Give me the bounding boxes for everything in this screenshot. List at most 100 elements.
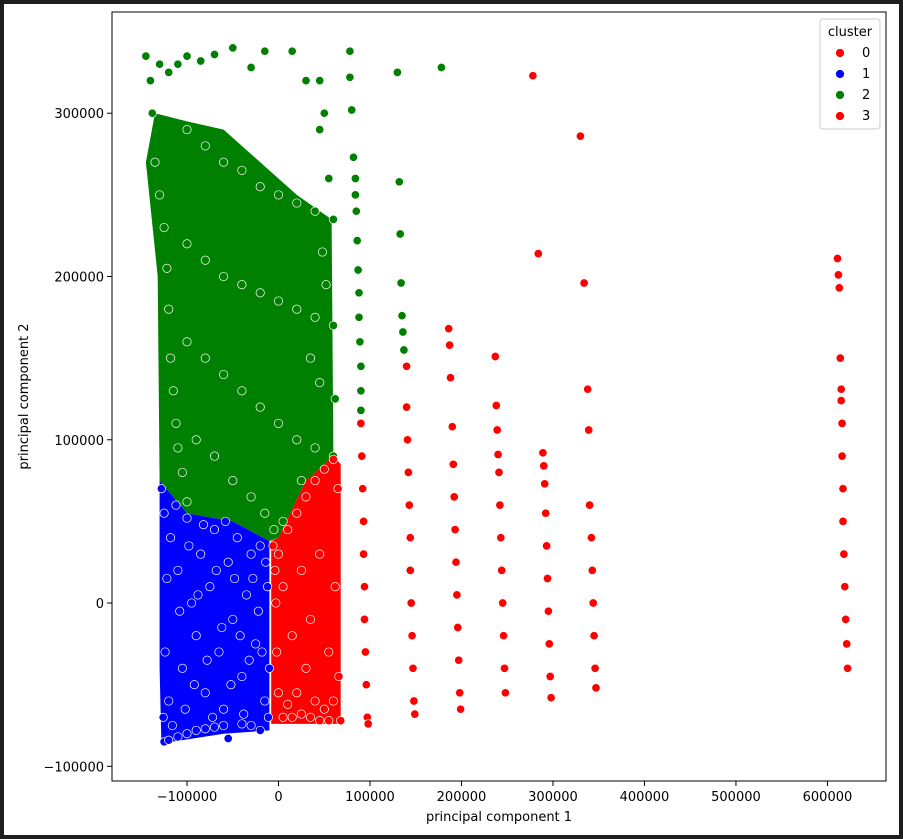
x-axis: −100000 0 100000 200000 300000 400000 500000 60…	[157, 781, 852, 805]
point-cluster-3	[499, 631, 509, 641]
point-cluster-3	[539, 461, 549, 471]
point-cluster-2	[399, 345, 409, 355]
point-cluster-1	[209, 525, 220, 535]
point-cluster-2	[255, 402, 265, 412]
point-cluster-3	[490, 351, 500, 362]
point-cluster-3	[497, 565, 507, 575]
point-cluster-3	[287, 631, 297, 641]
point-cluster-3	[405, 533, 415, 543]
point-cluster-2	[209, 49, 220, 60]
point-cluster-3	[292, 688, 302, 698]
point-cluster-2	[182, 125, 192, 135]
x-tick-label: 500000	[711, 790, 761, 805]
point-cluster-3	[358, 484, 368, 494]
point-cluster-3	[410, 709, 420, 719]
point-cluster-3	[491, 400, 501, 411]
point-cluster-3	[500, 688, 510, 698]
x-tick-label: 100000	[345, 790, 395, 805]
point-cluster-3	[841, 614, 851, 624]
point-cluster-1	[223, 557, 233, 567]
point-cluster-3	[272, 647, 282, 657]
point-cluster-1	[239, 709, 249, 719]
point-cluster-2	[273, 296, 284, 306]
point-cluster-3	[589, 631, 599, 641]
point-cluster-3	[359, 549, 369, 559]
point-cluster-3	[357, 451, 367, 461]
point-cluster-2	[177, 467, 187, 477]
point-cluster-1	[177, 663, 187, 673]
point-cluster-2	[219, 157, 229, 167]
point-cluster-2	[296, 476, 306, 486]
point-cluster-3	[499, 663, 510, 673]
point-cluster-2	[348, 152, 359, 162]
point-cluster-1	[211, 565, 221, 575]
point-cluster-3	[310, 696, 320, 706]
point-cluster-2	[150, 157, 160, 167]
point-cluster-2	[315, 76, 325, 86]
point-cluster-2	[182, 497, 192, 507]
point-cluster-3	[835, 353, 845, 363]
point-cluster-1	[208, 712, 218, 722]
point-cluster-2	[200, 353, 210, 363]
point-cluster-1	[160, 647, 170, 657]
point-cluster-2	[354, 288, 364, 298]
point-cluster-3	[542, 541, 552, 551]
point-cluster-1	[217, 622, 227, 633]
point-cluster-2	[356, 386, 366, 396]
legend-label-3: 3	[862, 109, 870, 124]
point-cluster-3	[579, 278, 589, 288]
point-cluster-1	[182, 513, 192, 523]
point-cluster-1	[175, 606, 185, 616]
point-cluster-3	[838, 516, 848, 526]
point-cluster-1	[182, 729, 192, 739]
legend-label-0: 0	[862, 46, 870, 61]
point-cluster-1	[219, 704, 229, 714]
point-cluster-2	[345, 72, 355, 82]
point-cluster-2	[182, 337, 192, 347]
legend: cluster 0 1 2 3	[819, 18, 881, 130]
point-cluster-3	[452, 590, 462, 600]
points-layer	[141, 43, 853, 747]
y-axis: −100000 0 100000 200000 300000	[43, 107, 112, 775]
point-cluster-1	[198, 520, 209, 530]
point-cluster-1	[261, 557, 271, 567]
point-cluster-3	[541, 508, 551, 518]
point-cluster-3	[832, 253, 843, 264]
figure: −100000 0 100000 200000 300000 400000 500000 60…	[4, 4, 899, 835]
point-cluster-1	[205, 582, 215, 592]
point-cluster-2	[228, 476, 238, 486]
point-cluster-2	[436, 62, 446, 73]
point-cluster-3	[839, 549, 849, 559]
point-cluster-2	[200, 255, 210, 265]
point-cluster-3	[538, 448, 548, 458]
point-cluster-1	[260, 696, 270, 706]
point-cluster-2	[237, 386, 247, 396]
point-cluster-1	[184, 541, 194, 551]
point-cluster-1	[241, 590, 252, 600]
point-cluster-3	[838, 484, 848, 494]
point-cluster-3	[455, 688, 465, 698]
cluster-3-region	[271, 456, 341, 724]
point-cluster-1	[230, 573, 240, 584]
point-cluster-3	[283, 525, 293, 535]
point-cluster-3	[494, 467, 504, 477]
point-cluster-2	[321, 280, 331, 290]
point-cluster-2	[273, 418, 284, 428]
point-cluster-3	[296, 709, 306, 719]
legend-marker-0	[835, 48, 845, 58]
point-cluster-1	[196, 549, 206, 559]
point-cluster-3	[495, 500, 505, 510]
point-cluster-3	[445, 373, 456, 383]
point-cluster-2	[173, 443, 183, 453]
point-cluster-3	[315, 549, 325, 559]
point-cluster-2	[209, 451, 220, 461]
point-cluster-3	[360, 647, 370, 657]
point-cluster-1	[173, 565, 183, 575]
point-cluster-3	[359, 614, 370, 624]
point-cluster-3	[301, 663, 311, 673]
x-tick-label: 300000	[528, 790, 578, 805]
point-cluster-3	[575, 131, 585, 141]
point-cluster-2	[352, 236, 362, 246]
y-tick-label: 0	[96, 597, 104, 612]
point-cluster-1	[226, 680, 236, 690]
